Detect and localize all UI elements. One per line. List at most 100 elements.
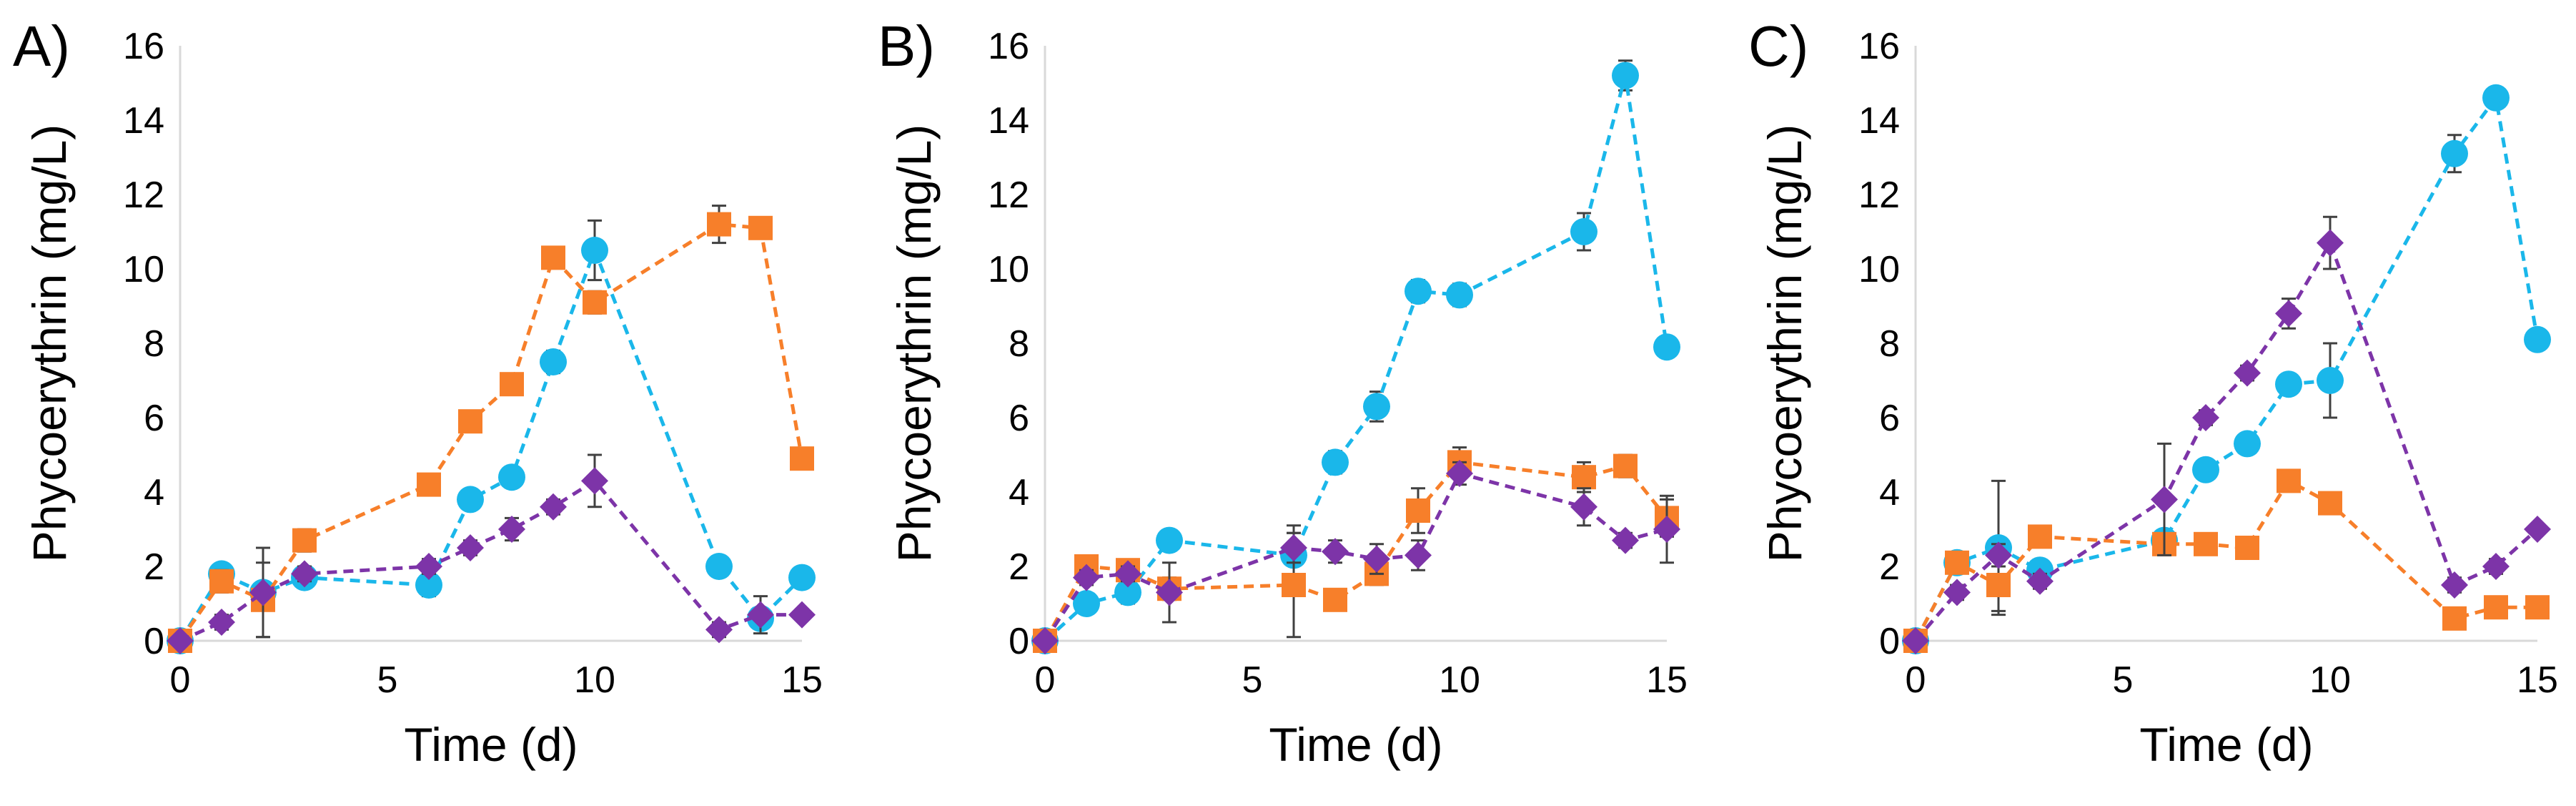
data-point: [541, 245, 565, 270]
data-point: [2192, 404, 2219, 431]
y-tick-label: 8: [1009, 323, 1029, 365]
series-line-purple: [1043, 471, 1668, 642]
y-tick-label: 14: [988, 100, 1029, 142]
y-tick-label: 16: [1858, 26, 1900, 67]
series-purple: [1031, 460, 1680, 654]
data-point: [2441, 139, 2468, 167]
y-tick-label: 2: [1009, 546, 1029, 588]
x-tick-label: 0: [1906, 659, 1926, 701]
y-tick-label: 8: [144, 323, 164, 365]
y-tick-label: 10: [123, 249, 164, 290]
data-point: [2026, 567, 2054, 595]
panel-label: C): [1748, 14, 1808, 78]
data-point: [1031, 627, 1059, 654]
data-point: [1405, 541, 1432, 569]
x-tick-label: 10: [2309, 659, 2351, 701]
x-tick-label: 0: [170, 659, 191, 701]
data-point: [1363, 545, 1390, 573]
data-point: [1406, 498, 1430, 523]
data-point: [2442, 606, 2467, 631]
data-point: [1570, 218, 1597, 245]
data-point: [2235, 536, 2259, 560]
y-tick-label: 10: [1858, 249, 1900, 290]
x-tick-label: 5: [2113, 659, 2134, 701]
data-point: [2318, 491, 2342, 516]
data-point: [1073, 564, 1100, 591]
data-point: [1322, 538, 1349, 566]
data-point: [500, 372, 524, 397]
x-tick-label: 5: [1242, 659, 1263, 701]
chart-panel-1: A) 0 2 4 6 8 10 12 14 16 0 5 10 15 Time (d) Phycoerythr…: [13, 14, 823, 771]
series-orange: [1033, 446, 1679, 653]
data-point: [788, 564, 816, 591]
y-tick-label: 12: [1858, 175, 1900, 216]
data-point: [2234, 359, 2261, 387]
data-point: [1943, 579, 1971, 606]
data-point: [2028, 524, 2052, 549]
data-point: [2275, 370, 2302, 398]
data-point: [2524, 516, 2551, 543]
data-point: [748, 215, 773, 240]
data-point: [705, 553, 733, 580]
data-point: [1282, 573, 1306, 597]
data-point: [1322, 448, 1349, 476]
data-point: [581, 467, 608, 495]
y-tick-label: 8: [1879, 323, 1900, 365]
data-point: [498, 516, 525, 543]
y-tick-label: 2: [1879, 546, 1900, 588]
panel-label: B): [878, 14, 935, 78]
data-point: [1653, 516, 1680, 543]
x-tick-label: 15: [2517, 659, 2558, 701]
y-tick-label: 4: [1879, 472, 1900, 513]
x-tick-label: 15: [1646, 659, 1688, 701]
data-point: [1363, 393, 1390, 421]
data-point: [2317, 229, 2344, 257]
data-point: [2441, 571, 2468, 599]
data-point: [540, 493, 567, 521]
series-purple: [1902, 215, 2551, 654]
y-tick-label: 10: [988, 249, 1029, 290]
data-point: [790, 446, 814, 471]
data-point: [209, 569, 234, 594]
y-tick-label: 6: [144, 398, 164, 439]
y-tick-label: 6: [1879, 398, 1900, 439]
data-point: [540, 348, 567, 375]
data-point: [1073, 590, 1100, 617]
data-point: [1986, 573, 2011, 597]
data-point: [167, 627, 194, 654]
x-axis-title: Time (d): [404, 718, 578, 771]
data-point: [1985, 541, 2012, 569]
data-point: [2482, 84, 2510, 112]
x-tick-label: 10: [574, 659, 615, 701]
y-tick-label: 12: [123, 175, 164, 216]
data-point: [498, 463, 525, 491]
data-point: [1323, 587, 1347, 612]
y-tick-label: 0: [1879, 621, 1900, 662]
data-point: [1446, 460, 1473, 487]
series-purple: [167, 453, 816, 654]
data-point: [1114, 560, 1141, 588]
data-point: [2192, 456, 2219, 483]
x-tick-label: 10: [1439, 659, 1480, 701]
chart-panel-2: B) 0 2 4 6 8 10 12 14 16 0 5 10 15 Time (d) Phycoerythr…: [878, 14, 1688, 771]
data-point: [2234, 430, 2261, 458]
data-point: [1572, 465, 1596, 490]
data-point: [581, 237, 608, 264]
data-point: [1446, 281, 1473, 309]
y-tick-label: 0: [1009, 621, 1029, 662]
data-point: [1612, 62, 1639, 89]
data-point: [458, 409, 482, 434]
data-point: [788, 601, 816, 629]
data-point: [457, 534, 484, 561]
y-tick-label: 14: [1858, 100, 1900, 142]
y-tick-label: 14: [123, 100, 164, 142]
data-point: [705, 616, 733, 644]
x-axis-title: Time (d): [2139, 718, 2313, 771]
data-point: [583, 290, 607, 315]
y-tick-label: 16: [988, 26, 1029, 67]
data-point: [707, 212, 731, 237]
data-point: [1945, 550, 1969, 575]
x-tick-label: 0: [1035, 659, 1056, 701]
series-line-cyan: [1044, 74, 1669, 642]
